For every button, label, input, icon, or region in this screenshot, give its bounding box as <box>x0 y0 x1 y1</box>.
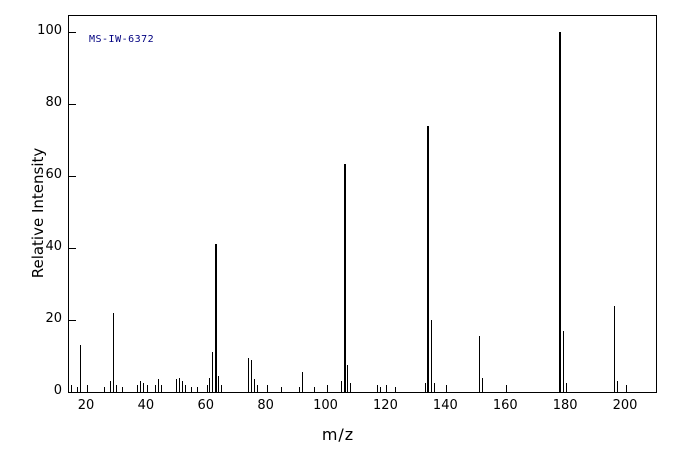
x-axis-title: m/z <box>321 425 355 444</box>
y-axis-tick <box>69 320 76 322</box>
peak-bar <box>254 379 256 392</box>
y-tick-label: 80 <box>45 95 62 111</box>
peak-bar <box>110 381 112 392</box>
peak-bar <box>341 381 343 392</box>
x-tick-label: 100 <box>313 398 338 413</box>
y-axis-tick <box>69 248 76 250</box>
peak-bar <box>616 381 618 392</box>
x-axis-tick <box>626 385 628 392</box>
y-tick-label: 40 <box>45 239 62 255</box>
x-axis-tick <box>86 385 88 392</box>
x-tick-label: 120 <box>373 398 398 413</box>
peak-bar <box>376 384 378 392</box>
x-axis-tick <box>326 385 328 392</box>
peak-bar <box>347 365 349 392</box>
peak-bar <box>122 386 124 392</box>
peak-bar <box>559 32 562 392</box>
peak-bar <box>394 386 396 392</box>
peak-bar <box>140 381 142 392</box>
y-tick-label: 0 <box>53 383 62 398</box>
peak-bar <box>302 372 304 392</box>
y-axis-title: Relative Intensity <box>29 147 47 279</box>
plot-area: MS-IW-6372 <box>68 15 657 393</box>
peak-bar <box>209 377 211 392</box>
peak-bar <box>77 386 79 392</box>
peak-bar <box>197 386 199 392</box>
peak-bar <box>80 345 82 392</box>
peak-bar <box>314 386 316 392</box>
x-tick-label: 80 <box>257 398 274 413</box>
y-axis-tick <box>69 176 76 178</box>
peak-bar <box>481 377 483 392</box>
peak-bar <box>116 384 118 392</box>
peak-bar <box>179 377 181 392</box>
x-axis-tick <box>566 385 568 392</box>
peak-bar <box>251 359 253 392</box>
peak-bar <box>478 336 480 392</box>
x-tick-label: 60 <box>197 398 215 413</box>
y-tick-label: 60 <box>45 167 62 183</box>
peak-bar <box>104 386 106 392</box>
y-tick-label: 20 <box>45 311 62 327</box>
peak-bar <box>143 383 145 392</box>
y-axis-tick <box>69 104 76 106</box>
y-axis-tick <box>69 32 76 34</box>
peak-bar <box>221 384 223 392</box>
peak-bar <box>191 386 193 392</box>
peak-bar <box>113 312 115 392</box>
peak-bar <box>281 386 283 392</box>
x-axis-tick <box>506 385 508 392</box>
peak-bar <box>161 384 163 392</box>
x-tick-label: 160 <box>492 398 518 413</box>
x-tick-label: 200 <box>612 398 638 413</box>
peak-bar <box>137 384 139 392</box>
peak-bar <box>613 305 615 392</box>
peak-bar <box>433 383 435 392</box>
x-tick-label: 140 <box>432 398 458 413</box>
peak-bar <box>350 383 352 392</box>
x-tick-label: 40 <box>137 398 155 413</box>
peak-bar <box>176 379 178 392</box>
x-axis-tick <box>206 385 208 392</box>
peak-bar <box>562 330 564 392</box>
peak-bar <box>257 384 259 392</box>
x-axis-tick <box>266 385 268 392</box>
peak-bar <box>299 386 301 392</box>
peak-bar <box>212 352 214 392</box>
y-axis-tick <box>69 392 76 393</box>
x-tick-label: 180 <box>552 398 578 413</box>
spectrum-id-label: MS-IW-6372 <box>89 34 155 45</box>
peak-bar <box>427 125 430 392</box>
peak-bar <box>185 384 187 392</box>
x-axis-tick <box>146 385 148 392</box>
peak-bar <box>424 383 426 392</box>
peak-bar <box>248 357 250 392</box>
peak-bar <box>182 381 184 392</box>
peak-bar <box>430 320 432 392</box>
peak-bar <box>158 379 160 392</box>
peak-bar <box>343 163 346 392</box>
peak-bar <box>379 386 381 392</box>
peak-bar <box>218 375 220 392</box>
x-tick-label: 20 <box>77 398 95 413</box>
peak-bar <box>155 384 157 392</box>
x-axis-tick <box>446 385 448 392</box>
y-tick-label: 100 <box>37 23 62 39</box>
peak-bar <box>71 384 73 392</box>
x-axis-tick <box>386 385 388 392</box>
peak-bar <box>214 244 217 392</box>
